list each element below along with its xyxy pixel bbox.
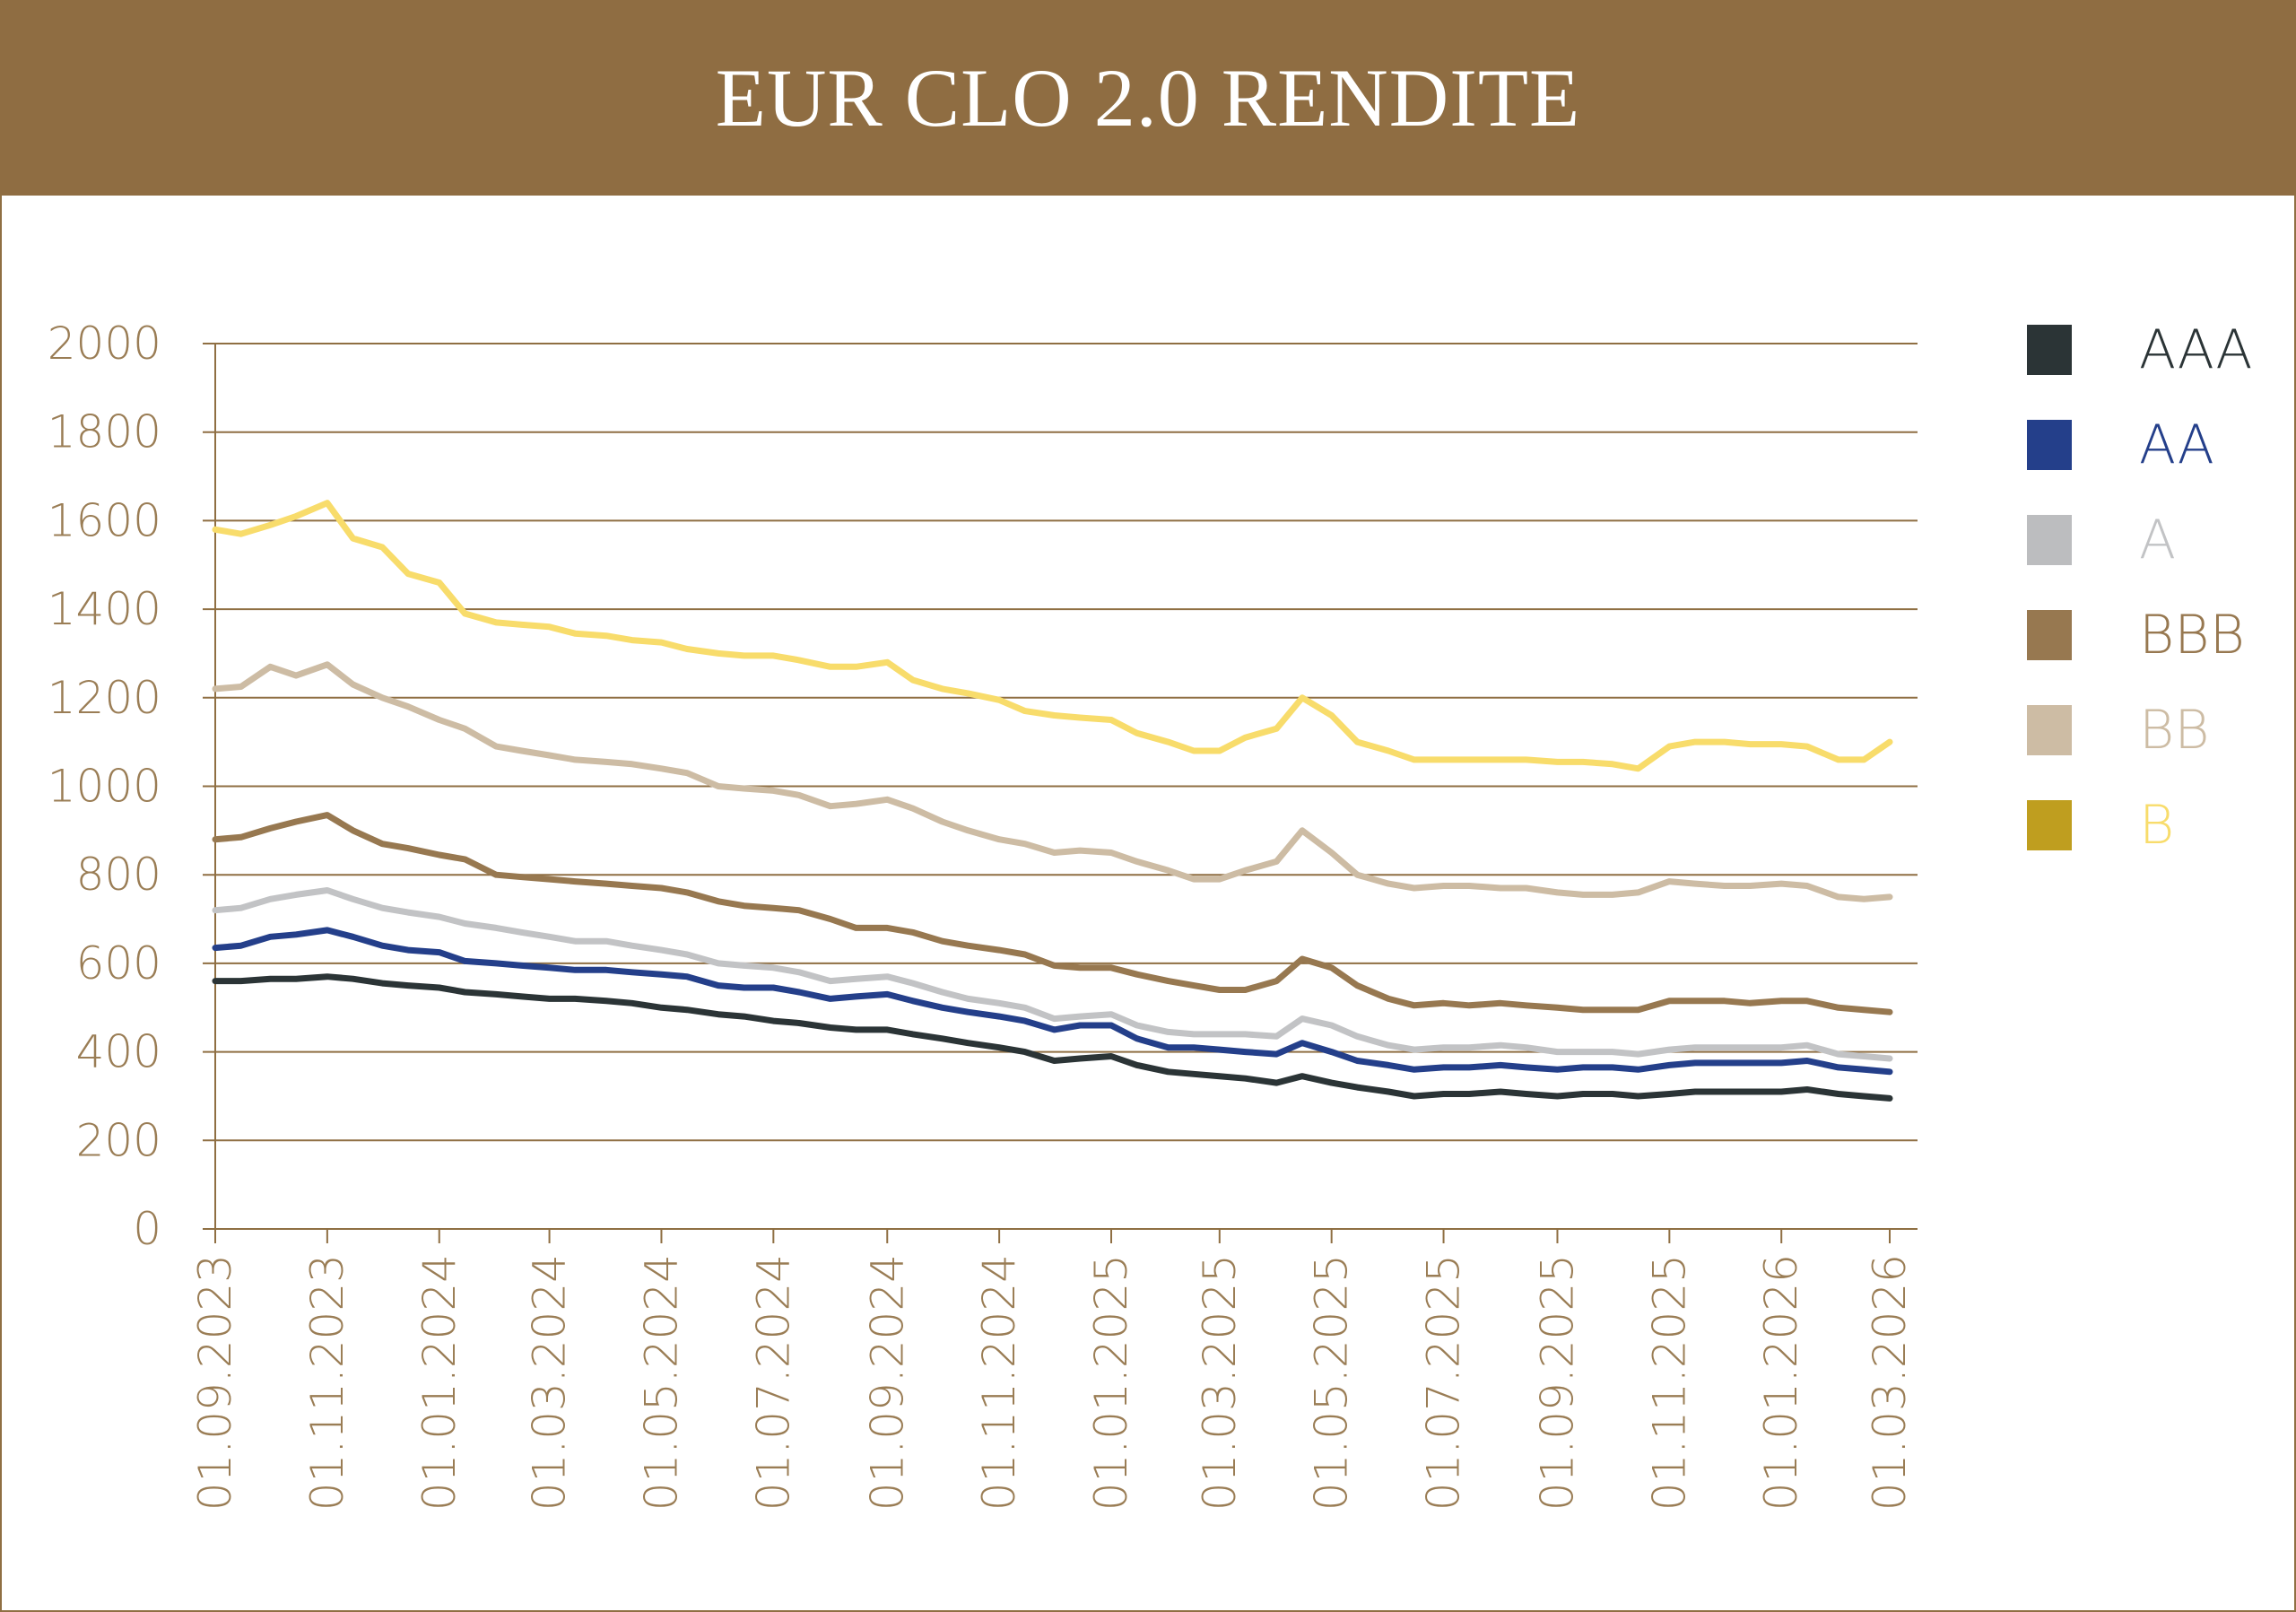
series-line-b [212, 500, 1893, 772]
series-lines [212, 500, 1893, 1102]
y-tick-label: 400 [76, 1026, 161, 1078]
legend-swatch [2027, 515, 2072, 565]
chart-title: EUR CLO 2.0 RENDITE [715, 52, 1581, 144]
title-banner: EUR CLO 2.0 RENDITE [0, 0, 2296, 196]
series-line-aaa [212, 973, 1893, 1102]
legend-item-bb: BB [2027, 699, 2210, 762]
x-tick-label: 01.09.2024 [861, 1254, 913, 1511]
legend-item-a: A [2027, 509, 2176, 571]
legend-swatch [2027, 800, 2072, 850]
legend-item-aa: AA [2027, 414, 2214, 476]
series-line-bb [212, 661, 1893, 902]
y-tick-label: 1200 [48, 672, 161, 724]
legend-item-b: B [2027, 794, 2174, 857]
grid-lines [203, 343, 1918, 1142]
legend-label: B [2139, 794, 2175, 857]
series-line-a [212, 887, 1893, 1062]
x-tick-label: 01.09.2025 [1531, 1254, 1583, 1511]
x-tick-label: 01.11.2023 [301, 1254, 353, 1511]
y-tick-label: 200 [76, 1114, 161, 1166]
line-chart: 0 200 400 600 800 1000 1200 1400 1600 1800 2000 01… [48, 318, 1918, 1511]
x-tick-label: 01.03.2025 [1194, 1254, 1246, 1511]
x-tick-label: 01.01.2025 [1085, 1254, 1137, 1511]
legend-swatch [2027, 610, 2072, 660]
x-tick-label: 01.09.2023 [189, 1254, 241, 1511]
x-tick-label: 01.07.2024 [747, 1254, 799, 1511]
x-tick-label: 01.07.2025 [1418, 1254, 1470, 1511]
legend-item-bbb: BBB [2027, 604, 2245, 667]
x-tick-label: 01.11.2024 [973, 1254, 1025, 1511]
legend-swatch [2027, 420, 2072, 470]
legend-label: AA [2139, 414, 2214, 476]
y-tick-label: 1600 [48, 494, 161, 546]
x-tick-label: 01.01.2024 [413, 1254, 465, 1511]
y-tick-label: 1400 [48, 583, 161, 635]
y-tick-label: 800 [76, 849, 161, 901]
y-tick-label: 600 [76, 937, 161, 989]
legend-label: BB [2139, 699, 2210, 762]
y-axis: 0 200 400 600 800 1000 1200 1400 1600 1800 2000 [48, 318, 216, 1255]
legend-label: AAA [2139, 318, 2253, 381]
legend-label: BBB [2139, 604, 2245, 667]
legend-swatch [2027, 325, 2072, 375]
x-tick-label: 01.03.2026 [1864, 1254, 1916, 1511]
y-tick-label: 2000 [48, 318, 161, 370]
x-tick-label: 01.03.2024 [524, 1254, 576, 1511]
y-tick-label: 1000 [48, 761, 161, 813]
x-tick-label: 01.01.2026 [1755, 1254, 1807, 1511]
x-tick-label: 01.11.2025 [1643, 1254, 1695, 1511]
series-line-bbb [212, 812, 1893, 1015]
x-tick-label: 01.05.2025 [1306, 1254, 1358, 1511]
legend-swatch [2027, 705, 2072, 755]
y-tick-label: 1800 [48, 406, 161, 458]
legend-item-aaa: AAA [2027, 318, 2252, 381]
x-axis: 01.09.2023 01.11.2023 01.01.2024 01.03.2024… [189, 1228, 1918, 1511]
x-tick-label: 01.05.2024 [635, 1254, 687, 1511]
y-tick-label: 0 [133, 1203, 161, 1255]
series-line-aa [212, 927, 1893, 1076]
legend-label: A [2139, 509, 2177, 571]
